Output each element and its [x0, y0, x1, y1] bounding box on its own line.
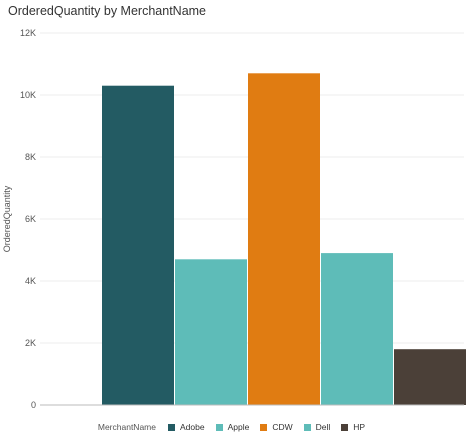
legend-title: MerchantName	[97, 422, 156, 432]
legend-swatch	[215, 423, 223, 431]
legend-swatch	[260, 423, 268, 431]
legend-item-adobe[interactable]: Adobe	[167, 422, 205, 432]
legend-item-apple[interactable]: Apple	[215, 422, 250, 432]
bar-adobe[interactable]	[102, 85, 174, 405]
y-axis-title: OrderedQuantity	[2, 185, 12, 252]
y-tick-label: 8K	[25, 152, 36, 162]
bar-cdw[interactable]	[248, 73, 320, 406]
legend: MerchantName Adobe Apple CDW Dell HP	[0, 420, 474, 434]
bar-chart: 0 2K 4K 6K 8K 10K 12K OrderedQuantity	[2, 28, 466, 410]
bar-hp[interactable]	[394, 349, 466, 405]
legend-item-hp[interactable]: HP	[341, 422, 365, 432]
legend-label: Apple	[227, 422, 250, 432]
y-tick-label: 6K	[25, 214, 36, 224]
chart-title: OrderedQuantity by MerchantName	[8, 4, 207, 18]
y-tick-label: 2K	[25, 338, 36, 348]
legend-item-cdw[interactable]: CDW	[260, 422, 293, 432]
bar-dell[interactable]	[321, 253, 393, 405]
legend-swatch	[341, 423, 349, 431]
legend-item-dell[interactable]: Dell	[303, 422, 331, 432]
legend-swatch	[167, 423, 175, 431]
legend-label: Dell	[315, 422, 331, 432]
legend-items: Adobe Apple CDW Dell HP	[167, 422, 376, 432]
legend-label: HP	[353, 422, 366, 432]
y-tick-label: 4K	[25, 276, 36, 286]
y-tick-label: 10K	[20, 90, 36, 100]
legend-label: Adobe	[179, 422, 205, 432]
bar-apple[interactable]	[175, 259, 247, 405]
legend-label: CDW	[272, 422, 293, 432]
legend-swatch	[303, 423, 311, 431]
y-tick-label: 12K	[20, 28, 36, 38]
y-tick-label: 0	[31, 400, 36, 410]
